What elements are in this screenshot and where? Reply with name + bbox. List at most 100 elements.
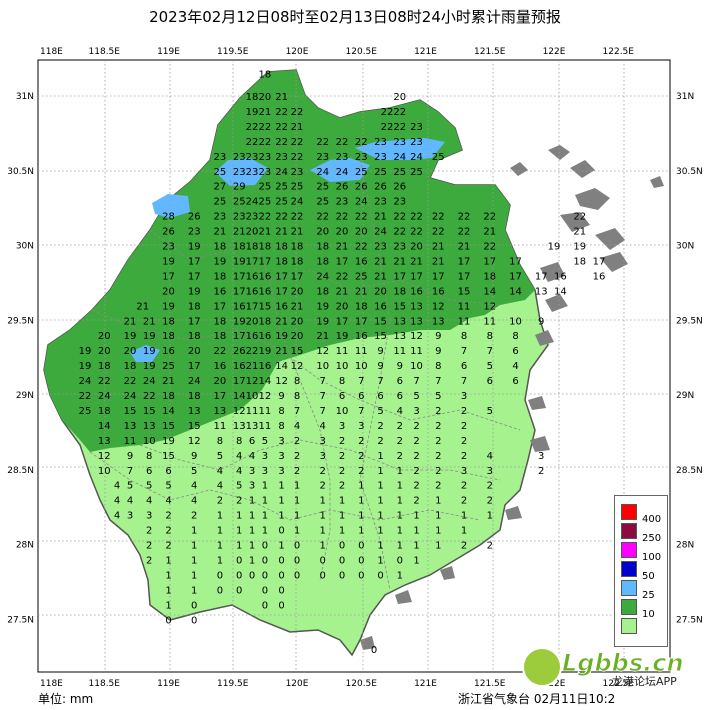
rain-value: 2 <box>461 406 467 417</box>
rain-value: 12 <box>316 346 329 357</box>
rain-value: 27 <box>214 182 227 193</box>
rain-value: 23 <box>188 227 201 238</box>
rain-value: 2 <box>487 496 493 507</box>
rain-value: 24 <box>374 227 387 238</box>
rain-value: 22 <box>316 212 329 223</box>
rain-value: 17 <box>188 316 201 327</box>
rain-value: 2 <box>435 436 441 447</box>
rain-value: 21 <box>458 242 471 253</box>
logo-icon <box>522 647 562 687</box>
rain-value: 8 <box>461 331 467 342</box>
rain-value: 2 <box>377 421 383 432</box>
rain-value: 20 <box>291 331 304 342</box>
rain-value: 22 <box>291 212 304 223</box>
rain-value: 17 <box>214 301 227 312</box>
rain-value: 20 <box>355 227 368 238</box>
rain-value: 11 <box>393 346 406 357</box>
rain-value: 15 <box>374 316 387 327</box>
lon-label: 120.5E <box>346 47 378 57</box>
rain-value: 21 <box>336 286 349 297</box>
rain-value: 22 <box>355 137 368 148</box>
rain-value: 21 <box>136 301 149 312</box>
rain-value: 17 <box>355 316 368 327</box>
rain-value: 6 <box>377 391 383 402</box>
rain-value: 2 <box>146 526 152 537</box>
rain-value: 19 <box>246 107 259 118</box>
rain-value: 22 <box>275 122 288 133</box>
rain-value: 9 <box>377 361 383 372</box>
rain-value: 3 <box>538 451 544 462</box>
rain-value: 9 <box>127 451 133 462</box>
rain-value: 1 <box>377 466 383 477</box>
rain-value: 7 <box>377 376 383 387</box>
lon-label: 119.5E <box>217 47 249 57</box>
rain-value: 22 <box>291 152 304 163</box>
rain-value: 2 <box>320 466 326 477</box>
rain-value: 2 <box>294 451 300 462</box>
rain-value: 17 <box>535 271 548 282</box>
lon-label: 118E <box>40 679 63 689</box>
rain-area-25-50 <box>355 138 445 160</box>
rain-value: 8 <box>217 436 223 447</box>
rain-value: 10 <box>98 466 111 477</box>
rain-value: 5 <box>262 436 268 447</box>
legend-swatch <box>621 523 637 539</box>
rain-value: 6 <box>397 391 403 402</box>
rain-value: 22 <box>336 271 349 282</box>
rain-value: 20 <box>410 242 423 253</box>
rain-value: 17 <box>336 316 349 327</box>
rain-value: 8 <box>339 376 345 387</box>
rain-value: 4 <box>191 496 197 507</box>
rain-value: 2 <box>538 466 544 477</box>
rain-value: 13 <box>143 421 156 432</box>
rain-value: 22 <box>410 212 423 223</box>
rain-value: 25 <box>259 197 272 208</box>
rain-value: 8 <box>278 421 284 432</box>
rain-value: 0 <box>217 570 223 581</box>
rain-value: 18 <box>188 301 201 312</box>
rain-value: 12 <box>259 391 272 402</box>
rain-value: 2 <box>217 496 223 507</box>
rain-value: 20 <box>259 92 272 103</box>
rain-value: 26 <box>336 182 349 193</box>
rain-value: 3 <box>278 436 284 447</box>
rain-value: 19 <box>188 286 201 297</box>
rain-value: 4 <box>191 481 197 492</box>
rain-value: 0 <box>217 585 223 596</box>
rain-value: 15 <box>188 421 201 432</box>
rain-value: 0 <box>339 541 345 552</box>
lon-label: 121.5E <box>474 47 506 57</box>
rain-value: 14 <box>483 286 496 297</box>
rain-value: 16 <box>259 361 272 372</box>
rain-value: 5 <box>487 361 493 372</box>
rain-value: 20 <box>291 286 304 297</box>
rain-value: 23 <box>410 122 423 133</box>
rain-value: 14 <box>98 421 111 432</box>
rain-value: 7 <box>358 406 364 417</box>
rain-value: 2 <box>358 436 364 447</box>
rain-value: 25 <box>355 167 368 178</box>
rain-value: 2 <box>435 406 441 417</box>
rain-value: 17 <box>162 271 175 282</box>
rain-value: 21 <box>432 242 445 253</box>
rain-value: 17 <box>275 286 288 297</box>
rain-value: 17 <box>275 271 288 282</box>
rain-value: 3 <box>413 406 419 417</box>
rain-value: 22 <box>259 122 272 133</box>
rain-value: 6 <box>512 346 518 357</box>
rain-value: 8 <box>294 376 300 387</box>
rain-value: 0 <box>278 600 284 611</box>
rain-value: 3 <box>278 466 284 477</box>
rain-value: 1 <box>358 481 364 492</box>
rain-value: 2 <box>397 421 403 432</box>
rain-value: 22 <box>124 376 137 387</box>
rain-value: 21 <box>275 346 288 357</box>
rain-value: 19 <box>143 346 156 357</box>
rain-value: 6 <box>146 466 152 477</box>
rain-value: 22 <box>458 227 471 238</box>
rain-value: 18 <box>162 391 175 402</box>
rain-value: 4 <box>236 466 242 477</box>
rain-value: 15 <box>124 406 137 417</box>
rain-value: 24 <box>316 167 329 178</box>
lat-label: 30.5N <box>7 167 34 177</box>
